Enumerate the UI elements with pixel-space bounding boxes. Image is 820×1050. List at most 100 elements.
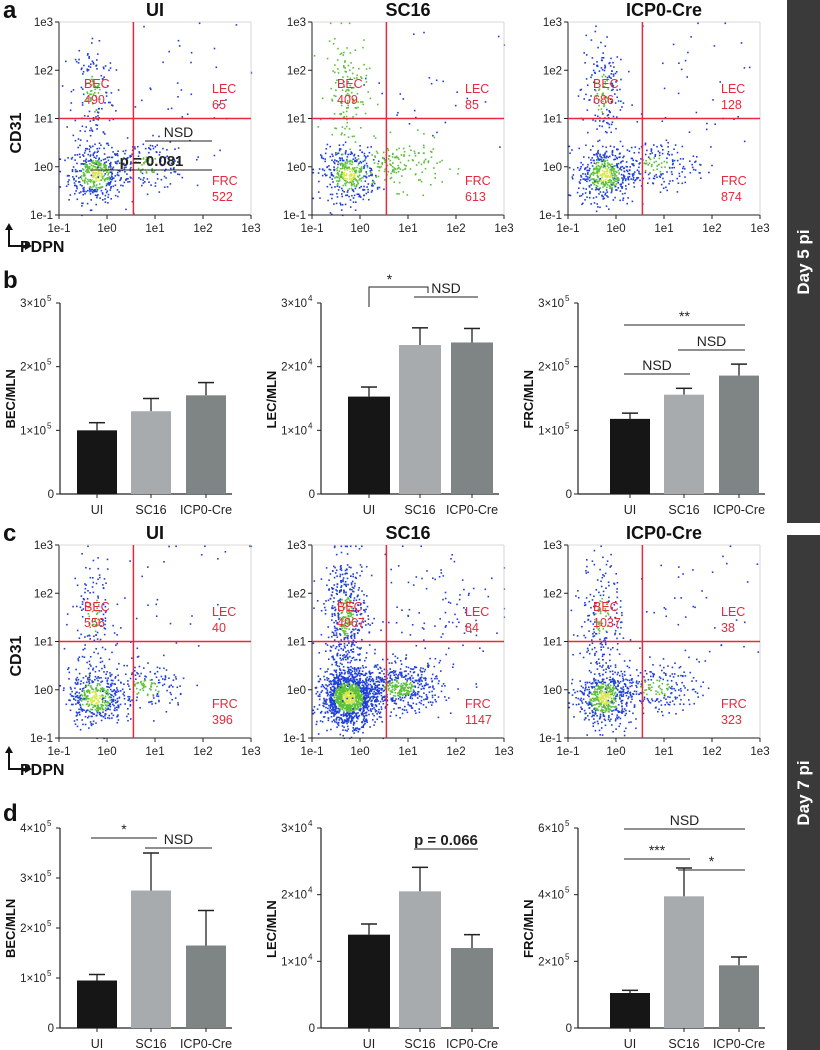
data-point	[169, 691, 172, 694]
data-point	[79, 139, 82, 141]
data-point	[324, 173, 326, 175]
data-point	[106, 85, 109, 87]
data-point	[645, 159, 647, 162]
data-point	[95, 184, 98, 186]
data-point	[577, 166, 579, 169]
data-point	[326, 185, 329, 188]
data-point	[595, 196, 598, 198]
data-point	[607, 181, 610, 184]
data-point	[85, 170, 87, 173]
data-point	[96, 68, 98, 70]
data-point	[89, 129, 91, 132]
data-point	[144, 181, 146, 183]
data-point	[344, 182, 346, 185]
data-point	[347, 104, 349, 107]
data-point	[105, 95, 108, 97]
data-point	[662, 177, 664, 180]
data-point	[608, 175, 611, 178]
data-point	[337, 683, 340, 685]
data-point	[377, 175, 380, 178]
data-point	[612, 183, 614, 186]
data-point	[622, 156, 624, 159]
data-point	[157, 695, 160, 698]
data-point	[79, 713, 81, 716]
data-point	[678, 62, 680, 64]
data-point	[426, 697, 429, 699]
data-point	[107, 202, 109, 204]
data-point	[608, 110, 611, 113]
data-point	[404, 693, 407, 696]
data-point	[596, 170, 598, 172]
data-point	[83, 152, 86, 154]
data-point	[661, 145, 663, 148]
data-point	[163, 683, 166, 686]
data-point	[422, 687, 425, 690]
data-point	[122, 150, 125, 153]
data-point	[127, 713, 130, 715]
data-point	[360, 690, 362, 692]
data-point	[411, 693, 413, 695]
data-point	[636, 176, 638, 179]
data-point	[691, 166, 694, 169]
data-point	[376, 684, 378, 687]
data-point	[103, 153, 106, 155]
data-point	[383, 188, 385, 191]
data-point	[391, 688, 394, 691]
data-point	[417, 682, 419, 685]
data-point	[343, 726, 345, 729]
data-point	[96, 710, 98, 713]
data-point	[400, 674, 402, 677]
data-point	[352, 181, 354, 183]
data-point	[395, 171, 398, 174]
data-point	[590, 162, 593, 164]
data-point	[714, 123, 716, 125]
data-point	[91, 699, 94, 702]
data-point	[330, 688, 332, 691]
data-point	[424, 167, 427, 170]
data-point	[116, 152, 119, 155]
x-tick-label: 1e2	[193, 746, 212, 758]
data-point	[397, 677, 399, 680]
data-point	[384, 161, 386, 164]
data-point	[342, 713, 344, 716]
data-point	[359, 687, 362, 690]
data-point	[571, 178, 574, 180]
data-point	[147, 163, 150, 166]
data-point	[118, 697, 121, 699]
data-point	[313, 711, 316, 714]
data-point	[330, 691, 332, 693]
data-point	[344, 67, 346, 69]
data-point	[94, 172, 96, 175]
data-point	[335, 127, 338, 130]
data-point	[401, 708, 404, 711]
data-point	[140, 683, 143, 685]
quadrant-count-lec: 40	[212, 621, 226, 635]
data-point	[362, 692, 365, 695]
data-point	[249, 545, 251, 548]
data-point	[333, 719, 335, 721]
data-point	[106, 568, 109, 570]
data-point	[346, 722, 348, 725]
data-point	[354, 49, 357, 51]
data-point	[111, 178, 113, 181]
data-point	[108, 69, 110, 72]
data-point	[602, 191, 605, 193]
x-tick-label: 1e2	[446, 223, 465, 235]
data-point	[603, 96, 605, 98]
data-point	[330, 716, 333, 718]
data-point	[156, 695, 158, 697]
data-point	[335, 683, 337, 685]
data-point	[596, 65, 599, 68]
data-point	[84, 636, 86, 638]
data-point	[97, 108, 100, 110]
data-point	[673, 159, 676, 162]
data-point	[409, 677, 412, 680]
data-point	[336, 679, 339, 682]
data-point	[105, 161, 108, 163]
data-point	[173, 171, 176, 173]
data-point	[612, 75, 615, 77]
data-point	[340, 698, 343, 701]
data-point	[374, 710, 377, 713]
data-point	[84, 715, 87, 718]
data-point	[623, 167, 625, 170]
